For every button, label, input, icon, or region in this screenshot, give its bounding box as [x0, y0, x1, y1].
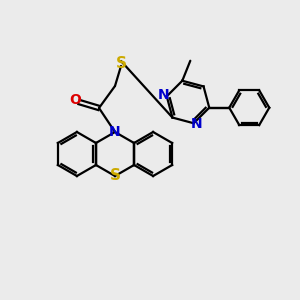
Text: O: O	[69, 93, 81, 107]
Text: N: N	[109, 125, 121, 139]
Text: S: S	[110, 169, 121, 184]
Text: S: S	[116, 56, 127, 71]
Text: N: N	[158, 88, 170, 102]
Text: N: N	[191, 117, 203, 131]
